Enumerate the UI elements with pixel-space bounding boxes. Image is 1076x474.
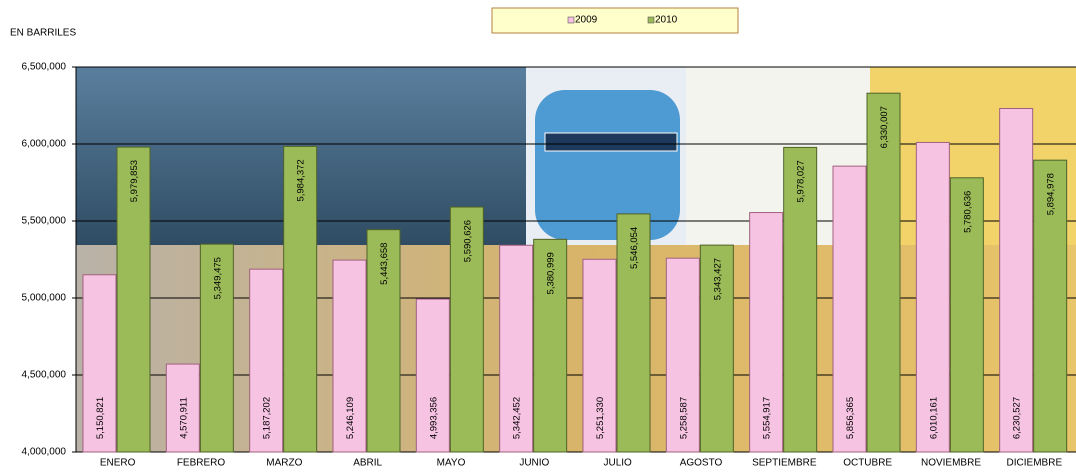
x-tick-label: SEPTIEMBRE <box>752 458 817 469</box>
bar <box>832 165 867 453</box>
x-tick-label: JUNIO <box>519 458 549 469</box>
legend-swatch <box>647 16 655 24</box>
bar <box>949 177 984 453</box>
value-label: 5,590,626 <box>462 220 473 262</box>
value-label: 5,546,054 <box>629 227 640 269</box>
bar <box>999 107 1034 453</box>
value-label: 5,251,330 <box>595 397 606 439</box>
value-label: 5,380,999 <box>546 252 557 294</box>
x-tick-label: OCTUBRE <box>843 458 892 469</box>
value-label: 5,187,202 <box>262 397 273 439</box>
bar <box>866 92 901 453</box>
bar <box>116 146 151 453</box>
bar <box>783 146 818 453</box>
value-label: 5,443,658 <box>379 243 390 285</box>
value-label: 5,894,978 <box>1046 173 1057 215</box>
y-tick-label: 6,000,000 <box>22 139 67 150</box>
x-tick-label: ENERO <box>100 458 136 469</box>
bar <box>749 212 784 453</box>
x-tick-label: MAYO <box>437 458 466 469</box>
x-tick-label: ABRIL <box>353 458 382 469</box>
bar <box>699 244 734 453</box>
value-label: 5,554,917 <box>762 397 773 439</box>
x-tick-label: MARZO <box>266 458 302 469</box>
y-tick-label: 6,500,000 <box>22 62 67 73</box>
value-label: 5,349,475 <box>212 257 223 299</box>
value-label: 5,856,365 <box>845 397 856 439</box>
x-tick-label: NOVIEMBRE <box>921 458 981 469</box>
y-tick-label: 5,000,000 <box>22 293 67 304</box>
legend-label: 2010 <box>655 15 678 26</box>
value-label: 6,230,527 <box>1012 397 1023 439</box>
x-tick-label: DICIEMBRE <box>1007 458 1063 469</box>
value-label: 5,342,452 <box>512 397 523 439</box>
bar <box>165 363 200 453</box>
bar <box>1033 159 1068 453</box>
value-label: 6,330,007 <box>879 106 890 148</box>
y-tick-label: 4,000,000 <box>22 447 67 458</box>
x-tick-label: AGOSTO <box>680 458 723 469</box>
value-label: 4,570,911 <box>178 397 189 439</box>
legend <box>491 7 739 34</box>
bar <box>449 206 484 453</box>
legend-swatch <box>567 16 575 24</box>
bar <box>616 213 651 453</box>
bar <box>283 145 318 453</box>
x-tick-label: JULIO <box>603 458 632 469</box>
x-tick-label: FEBRERO <box>177 458 226 469</box>
legend-label: 2009 <box>575 15 598 26</box>
value-label: 5,780,636 <box>962 191 973 233</box>
value-label: 6,010,161 <box>928 397 939 439</box>
y-tick-label: 4,500,000 <box>22 370 67 381</box>
bar <box>533 238 568 453</box>
value-label: 5,984,372 <box>296 159 307 201</box>
bar <box>582 258 617 453</box>
value-label: 5,978,027 <box>796 160 807 202</box>
bar <box>82 274 117 453</box>
bar <box>332 259 367 453</box>
bar <box>249 268 284 453</box>
value-label: 5,246,109 <box>345 397 356 439</box>
bar <box>366 229 401 453</box>
bar <box>415 298 450 453</box>
value-label: 5,979,853 <box>129 160 140 202</box>
bar <box>199 243 234 453</box>
y-axis-label: EN BARRILES <box>10 28 76 39</box>
bar <box>665 257 700 453</box>
y-tick-label: 5,500,000 <box>22 216 67 227</box>
value-label: 5,343,427 <box>712 258 723 300</box>
bar <box>915 141 950 453</box>
bar <box>499 244 534 453</box>
value-label: 5,150,821 <box>95 397 106 439</box>
value-label: 4,993,356 <box>428 397 439 439</box>
value-label: 5,258,587 <box>678 397 689 439</box>
